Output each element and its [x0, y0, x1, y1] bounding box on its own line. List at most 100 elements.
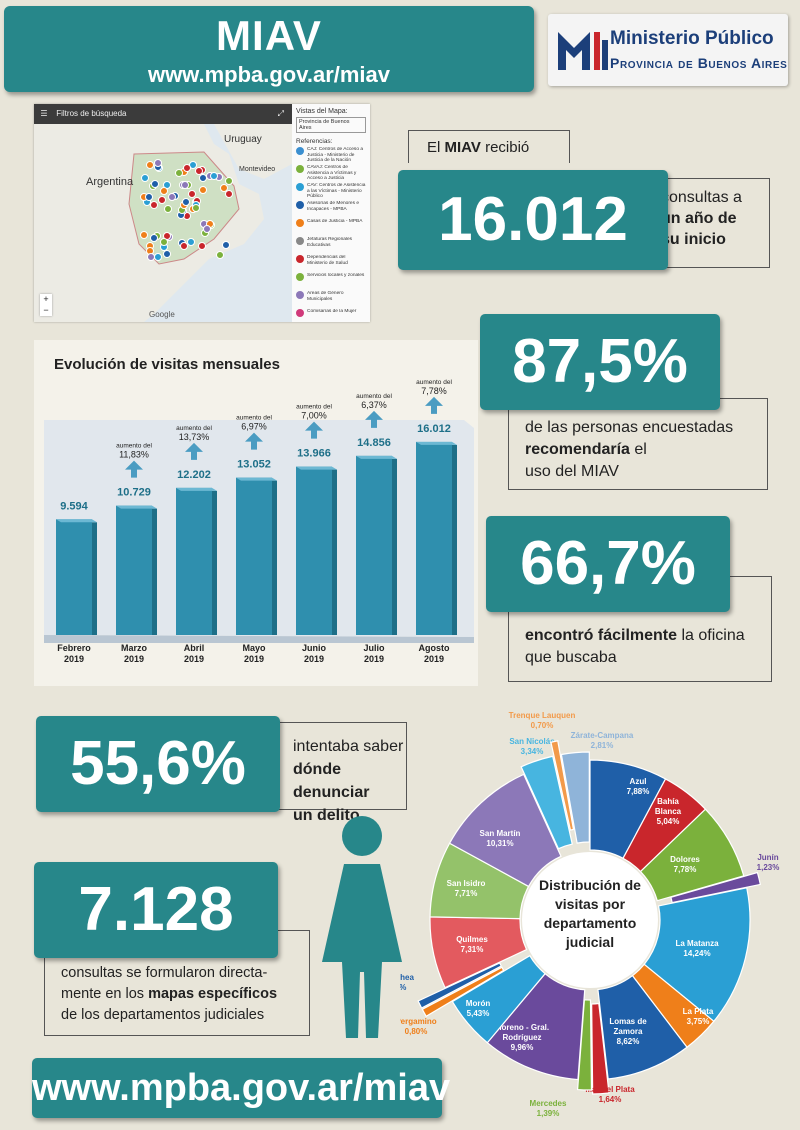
map-pin-icon[interactable]	[147, 253, 156, 262]
pie-slice-label: Bahía	[657, 797, 679, 806]
map-pin-icon[interactable]	[139, 230, 148, 239]
bar-value-label: 9.594	[60, 500, 88, 512]
pie-slice-label: La Plata	[683, 1007, 714, 1016]
header-url[interactable]: www.mpba.gov.ar/miav	[147, 62, 391, 87]
map-pin-icon[interactable]	[159, 237, 168, 246]
map-pin-icon[interactable]	[150, 234, 159, 243]
map-ref-item[interactable]: Servicios locales y zonales	[296, 273, 366, 289]
map-pin-icon[interactable]	[164, 205, 173, 214]
increase-value: 13,73%	[179, 432, 210, 442]
map-pin-icon[interactable]	[144, 192, 153, 201]
pie-slice-value: 1,39%	[537, 1109, 560, 1118]
map-pin-icon[interactable]	[188, 190, 197, 199]
bar-category-label: Febrero	[57, 643, 91, 653]
map-view-select[interactable]: Provincia de Buenos Aires	[296, 117, 366, 133]
map-pin-icon[interactable]	[151, 180, 160, 189]
stat3-desc: encontró fácilmente la oficina que busca…	[525, 625, 745, 669]
map-ref-item[interactable]: CAJ: Centros de Acceso a Justicia - Mini…	[296, 147, 366, 163]
pie-center	[522, 852, 658, 988]
map-pin-icon[interactable]	[153, 159, 162, 168]
pie-slice-value: 3,75%	[687, 1017, 710, 1026]
stat4-number: 55,6%	[36, 716, 280, 812]
map-pin-icon[interactable]	[180, 241, 189, 250]
map-pin-icon[interactable]	[210, 171, 219, 180]
increase-prefix: aumento del	[176, 425, 212, 432]
map-ref-item[interactable]: Jefaturas Regionales Educativas	[296, 237, 366, 253]
pie-slice-10	[451, 954, 546, 1044]
bar-body	[416, 441, 452, 635]
stat1-header-frame: El MIAV recibió	[408, 130, 570, 163]
map-pin-icon[interactable]	[195, 167, 204, 176]
map-pin-icon[interactable]	[187, 237, 196, 246]
map-marker-icon	[296, 309, 304, 317]
stat5-desc-frame: consultas se formularon directa- mente e…	[44, 930, 310, 1036]
map-pin-icon[interactable]	[159, 187, 168, 196]
map-pin-icon[interactable]	[175, 169, 184, 178]
menu-icon[interactable]: ☰	[40, 109, 48, 118]
map-screenshot: ☰ Filtros de búsqueda ⤢ Argentina Urugua…	[34, 104, 370, 322]
increase-value: 6,37%	[361, 400, 387, 410]
stat3-line2: que buscaba	[525, 649, 617, 666]
fullscreen-icon[interactable]: ⤢	[277, 109, 284, 118]
map-pin-icon[interactable]	[154, 252, 163, 261]
pie-slice-label: San Isidro	[447, 879, 486, 888]
map-marker-icon	[296, 147, 304, 155]
map-pin-icon[interactable]	[181, 181, 190, 190]
map-pin-icon[interactable]	[202, 225, 211, 234]
stat3-rest: la oficina	[677, 627, 745, 644]
stat5-number: 7.128	[34, 862, 278, 958]
stat1-desc: consultas a un año de su inicio	[661, 187, 742, 250]
map-ref-item[interactable]: Dependencias del Ministerio de Salud	[296, 255, 366, 271]
pie-slice-value: 1,64%	[599, 1095, 622, 1104]
map-pin-icon[interactable]	[168, 192, 177, 201]
map-pin-icon[interactable]	[222, 240, 231, 249]
logo-line1: Ministerio Público	[610, 28, 774, 49]
map-pin-icon[interactable]	[183, 163, 192, 172]
map-pin-icon[interactable]	[163, 249, 171, 258]
map-pin-icon[interactable]	[149, 201, 158, 210]
map-pin-icon[interactable]	[225, 176, 233, 185]
stat1-pre: El	[427, 139, 445, 156]
pie-chart-title: Distribución de visitas por departamento…	[539, 877, 641, 950]
map-pin-icon[interactable]	[216, 250, 225, 259]
stat4-line1: intentaba saber	[293, 738, 404, 755]
map-area[interactable]: Argentina Uruguay Montevideo + − Google	[34, 124, 292, 322]
map-ref-item[interactable]: Áreas de Género Municipales	[296, 291, 366, 307]
map-pin-icon[interactable]	[199, 185, 208, 194]
woman-icon	[322, 816, 402, 1038]
map-ref-item[interactable]: Comisarías de la Mujer	[296, 309, 366, 322]
map-ref-item[interactable]: CAV: Centros de Asistencia a las Víctima…	[296, 183, 366, 199]
map-pin-icon[interactable]	[141, 173, 150, 182]
map-pin-icon[interactable]	[219, 184, 228, 193]
pie-slice-7	[591, 1002, 610, 1095]
pie-slice-label: Rodríguez	[502, 1033, 541, 1042]
bar-side	[92, 522, 97, 635]
map-ref-item[interactable]: CAVAJ: Centros de Asistencia a Víctimas …	[296, 165, 366, 181]
bar-category-label: Junio	[302, 643, 327, 653]
pie-slice-label: Necochea	[400, 973, 414, 982]
bar-chart-panel: Evolución de visitas mensuales 9.594 Febr…	[34, 340, 478, 686]
map-pin-icon[interactable]	[182, 198, 191, 207]
map-pin-icon[interactable]	[198, 241, 207, 250]
pie-slice-value: 7,71%	[455, 889, 478, 898]
map-pin-icon[interactable]	[191, 203, 200, 212]
bar-side	[392, 458, 397, 635]
map-pin-icon[interactable]	[224, 189, 233, 198]
stat5-line2-bold: mapas específicos	[148, 986, 278, 1002]
map-label-uruguay: Uruguay	[224, 134, 262, 145]
footer-url[interactable]: www.mpba.gov.ar/miav	[32, 1058, 450, 1118]
bar-category-label: Mayo	[242, 643, 266, 653]
pie-slice-17	[550, 740, 575, 831]
bar-1	[116, 505, 157, 635]
pie-slice-value: 9,96%	[511, 1043, 534, 1052]
increase-prefix: aumento del	[236, 415, 272, 422]
zoom-controls[interactable]: + −	[40, 294, 52, 316]
map-ref-item[interactable]: Casas de Justicia - MPBA	[296, 219, 366, 235]
map-ref-label: Casas de Justicia - MPBA	[307, 219, 363, 224]
map-pin-icon[interactable]	[158, 196, 167, 205]
increase-prefix: aumento del	[356, 393, 392, 400]
pie-slice-label: Trenque Lauquen	[509, 711, 576, 720]
bar-3	[236, 477, 277, 635]
pie-slice-label: San Martín	[480, 829, 521, 838]
map-ref-item[interactable]: Asesorías de Menores e Incapaces - MPBA	[296, 201, 366, 217]
